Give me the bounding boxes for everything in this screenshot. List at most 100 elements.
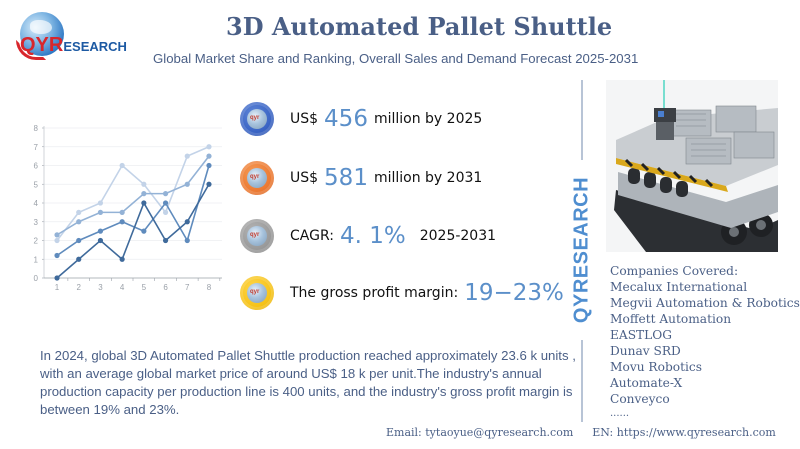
series-4-point [206,181,212,187]
stat-suffix: million by 2025 [373,111,483,127]
logo-wordmark: QYRESEARCH [20,34,127,57]
x-tick-label: 3 [98,283,103,292]
y-tick-label: 0 [34,274,39,283]
product-image [606,80,778,252]
y-tick-label: 2 [34,237,39,246]
series-4-point [184,219,190,225]
company-item: Dunav SRD [610,344,681,358]
y-tick-label: 1 [34,255,39,264]
series-3-point [119,219,125,225]
series-4-point [54,275,60,281]
series-1-point [206,144,212,150]
qyresearch-logo: QYRESEARCH [14,10,154,70]
series-3-point [162,200,169,206]
series-3-point [97,228,104,234]
series-3-point [141,228,147,234]
companies-heading: Companies Covered: [610,264,739,278]
line-chart-svg: 0 1 2 3 4 5 6 7 8 1 2 3 4 5 6 7 8 [34,124,222,292]
series-4-point [141,200,147,206]
series-4-point [76,256,82,262]
y-tick-label: 4 [34,199,39,208]
series-2-point [54,232,60,238]
series-2-point [206,153,212,159]
series-2-point [141,191,147,197]
y-tick-label: 5 [34,180,39,189]
series-4-point [162,237,169,244]
series-4-point [119,256,125,262]
badge-text: qyr [250,232,260,238]
series-3-point [54,252,60,259]
divider-top [581,80,583,160]
stat-prefix: CAGR: [290,228,334,244]
x-tick-label: 8 [207,283,212,292]
company-item: Mecalux International [610,280,748,294]
decorative-line-chart: 0 1 2 3 4 5 6 7 8 1 2 3 4 5 6 7 8 [28,118,228,298]
series-4-point [97,237,104,244]
stat-gross-margin: qyr The gross profit margin: 19−23% [240,273,570,313]
company-item: Megvii Automation & Robotics [610,296,800,310]
stat-prefix: The gross profit margin: [290,285,459,301]
series-2-point [97,209,104,215]
page-title: 3D Automated Pallet Shuttle [226,12,613,41]
badge-text: qyr [250,174,260,180]
qyr-badge-yellow-icon: qyr [240,276,274,310]
qyr-badge-blue-icon: qyr [240,102,274,136]
series-3-point [206,162,212,169]
x-tick-label: 2 [77,283,82,292]
stat-value: 19−23% [464,280,564,306]
series-line-4 [56,183,210,279]
logo-r: R [48,34,64,56]
badge-text: qyr [250,115,260,121]
company-item: EASTLOG [610,328,672,342]
stat-cagr: qyr CAGR: 4. 1% 2025-2031 [240,216,496,256]
x-tick-label: 7 [185,283,190,292]
email-label: Email: [386,426,422,439]
page-subtitle: Global Market Share and Ranking, Overall… [153,51,639,66]
series-2-point [76,219,82,225]
x-tick-label: 4 [120,283,125,292]
series-line-1 [56,146,210,241]
series-1-point [54,237,60,244]
vertical-brand-text: QYRESEARCH [570,176,593,324]
companies-covered: Companies Covered: Mecalux International… [610,263,800,421]
stat-market-2025: qyr US$ 456 million by 2025 [240,99,482,139]
qyr-badge-orange-icon: qyr [240,161,274,195]
stat-value: 4. 1% [339,223,406,249]
series-line-2 [56,155,210,236]
y-tick-label: 7 [34,143,39,152]
stat-market-2031: qyr US$ 581 million by 2031 [240,158,482,198]
email-link[interactable]: tytaoyue@qyresearch.com [425,426,574,439]
badge-text: qyr [250,289,260,295]
stat-value: 581 [324,165,368,191]
contact-footer: Email: tytaoyue@qyresearch.com EN: https… [386,426,776,439]
stat-suffix: 2025-2031 [419,228,497,244]
qyr-badge-gray-icon: qyr [240,219,274,253]
stat-suffix: million by 2031 [373,170,483,186]
series-line-3 [56,165,210,257]
series-1-point [97,200,104,206]
series-3-point [184,237,190,244]
series-1-point [119,162,125,169]
stat-prefix: US$ [290,111,319,127]
y-tick-label: 8 [34,124,39,133]
website-link[interactable]: https://www.qyresearch.com [616,426,776,439]
company-item: Moffett Automation [610,312,732,326]
series-1-point [141,181,147,187]
series-1-point [76,209,82,215]
series-1-point [184,153,190,159]
company-item: Movu Robotics [610,360,702,374]
series-2-point [162,191,169,197]
series-1-point [162,209,169,215]
company-item: Automate-X [610,376,683,390]
market-description: In 2024, global 3D Automated Pallet Shut… [40,348,576,417]
series-2-point [184,181,190,187]
y-tick-label: 6 [34,162,39,171]
x-tick-label: 6 [163,283,168,292]
x-tick-label: 5 [142,283,147,292]
logo-esearch: ESEARCH [63,39,127,54]
series-2-point [119,209,125,215]
pallet-shuttle-illustration [606,80,778,252]
y-tick-label: 3 [34,218,39,227]
x-tick-label: 1 [55,283,60,292]
stat-value: 456 [324,106,368,132]
